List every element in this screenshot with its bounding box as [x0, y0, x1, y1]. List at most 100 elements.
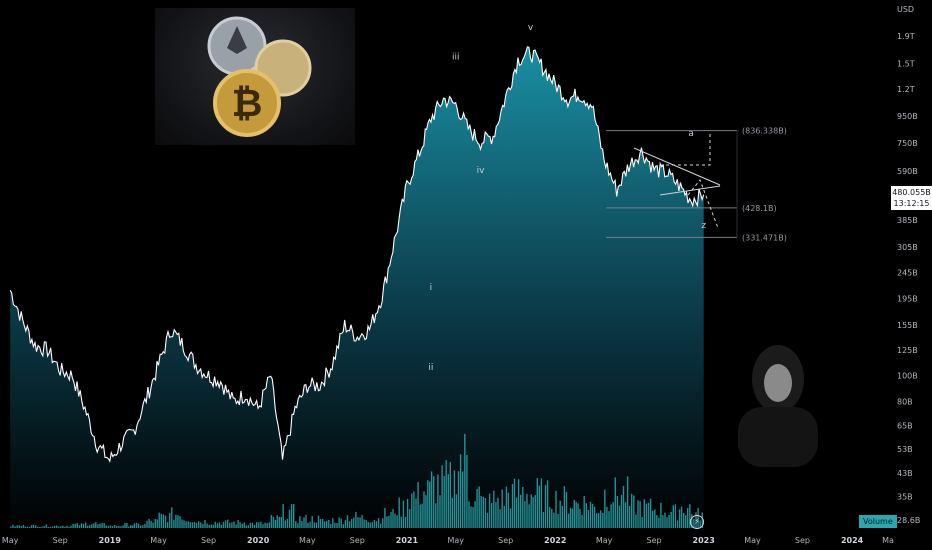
volume-bar — [313, 522, 315, 528]
volume-bar — [411, 493, 413, 528]
volume-bar — [689, 504, 691, 528]
volume-bar — [311, 516, 313, 528]
volume-bar — [421, 503, 423, 528]
price-tick-label: 1.9T — [897, 32, 915, 41]
volume-bar — [193, 522, 196, 528]
volume-bar — [511, 484, 514, 528]
volume-bar — [591, 503, 594, 528]
volume-bar — [97, 524, 99, 528]
volume-bar — [177, 515, 179, 528]
volume-bar — [687, 508, 689, 528]
volume-bar — [355, 511, 357, 528]
volume-bar — [451, 497, 453, 528]
volume-bar — [449, 462, 451, 528]
volume-bar — [647, 502, 650, 528]
volume-bar — [158, 512, 160, 528]
volume-bar — [185, 521, 187, 528]
volume-bar — [220, 524, 223, 528]
volume-bar — [135, 522, 138, 528]
volume-bar — [398, 497, 400, 528]
volume-bar — [598, 513, 600, 528]
volume-bar — [596, 513, 598, 528]
volume-bar — [575, 501, 577, 528]
volume-bar — [641, 517, 643, 528]
volume-bar — [359, 517, 361, 528]
volume-bar — [16, 525, 18, 528]
volume-bar — [618, 505, 621, 528]
currency-label: USD — [897, 5, 914, 14]
volume-bar — [60, 526, 62, 528]
volume-bar — [419, 504, 421, 528]
price-tick-label: 65B — [897, 421, 913, 430]
volume-bar — [130, 525, 132, 528]
price-tick-label: 1.5T — [897, 59, 915, 68]
volume-bar — [266, 523, 268, 528]
volume-bar — [235, 524, 237, 528]
volume-bar — [392, 509, 394, 528]
volume-bar — [559, 500, 561, 528]
volume-bar — [470, 506, 472, 528]
volume-bar — [303, 517, 305, 528]
volume-bar — [239, 522, 241, 528]
volume-bar — [616, 496, 619, 528]
volume-bar — [656, 515, 658, 528]
volume-bar — [367, 521, 369, 528]
volume-tag[interactable]: Volume — [859, 515, 897, 528]
volume-bar — [555, 490, 557, 528]
time-tick-label: Sep — [350, 536, 365, 545]
volume-bar — [251, 522, 254, 528]
wave-label: ii — [428, 363, 433, 373]
volume-bar — [423, 491, 425, 528]
volume-bar — [478, 486, 480, 528]
volume-bar — [447, 474, 449, 528]
time-axis[interactable]: May Sep 2019 May Sep 2020 May Sep 2021 May Sep 2022… — [2, 536, 894, 545]
volume-bar — [662, 515, 664, 528]
volume-bar — [404, 516, 407, 528]
volume-bar — [553, 512, 555, 528]
price-axis[interactable]: USD 1.9T 1.5T 1.2T 950B 750B 590B 385B 305B 245B 1… — [897, 5, 920, 525]
volume-bar — [610, 504, 612, 528]
volume-bar — [51, 526, 54, 528]
volume-bar — [602, 512, 604, 528]
volume-bar — [633, 495, 635, 528]
price-tick-label: 125B — [897, 346, 918, 355]
volume-bar — [674, 504, 677, 528]
volume-bar — [557, 513, 559, 528]
volume-bar — [64, 526, 66, 528]
volume-bar — [336, 523, 338, 528]
volume-bar — [166, 522, 169, 528]
volume-bar — [380, 523, 382, 528]
volume-bar — [425, 495, 427, 528]
volume-bar — [43, 526, 45, 528]
volume-bar — [377, 518, 380, 528]
volume-bar — [85, 522, 87, 528]
volume-bar — [468, 501, 470, 528]
volume-bar — [509, 508, 512, 528]
volume-bar — [35, 525, 37, 528]
volume-bar — [606, 506, 608, 528]
volume-bar — [148, 518, 150, 528]
volume-bar — [480, 495, 482, 528]
volume-bar — [668, 515, 670, 528]
volume-bar — [445, 460, 447, 528]
countdown-timer: 13:12:15 — [893, 199, 930, 208]
volume-bar — [256, 522, 258, 528]
volume-bar — [109, 525, 112, 528]
volume-bar — [150, 520, 152, 528]
volume-bar — [299, 516, 301, 528]
volume-bar — [437, 474, 439, 528]
volume-bar — [282, 504, 284, 528]
volume-bar — [202, 524, 204, 528]
volume-bar — [76, 523, 78, 528]
volume-bar — [295, 521, 297, 528]
volume-bar — [413, 491, 415, 528]
volume-bar — [441, 465, 443, 528]
volume-bar — [80, 523, 83, 528]
bolt-icon[interactable]: ⚡ — [690, 515, 704, 529]
volume-bar — [140, 525, 142, 528]
volume-bar — [260, 521, 262, 528]
volume-bar — [351, 518, 353, 528]
price-tick-label: 950B — [897, 112, 918, 121]
